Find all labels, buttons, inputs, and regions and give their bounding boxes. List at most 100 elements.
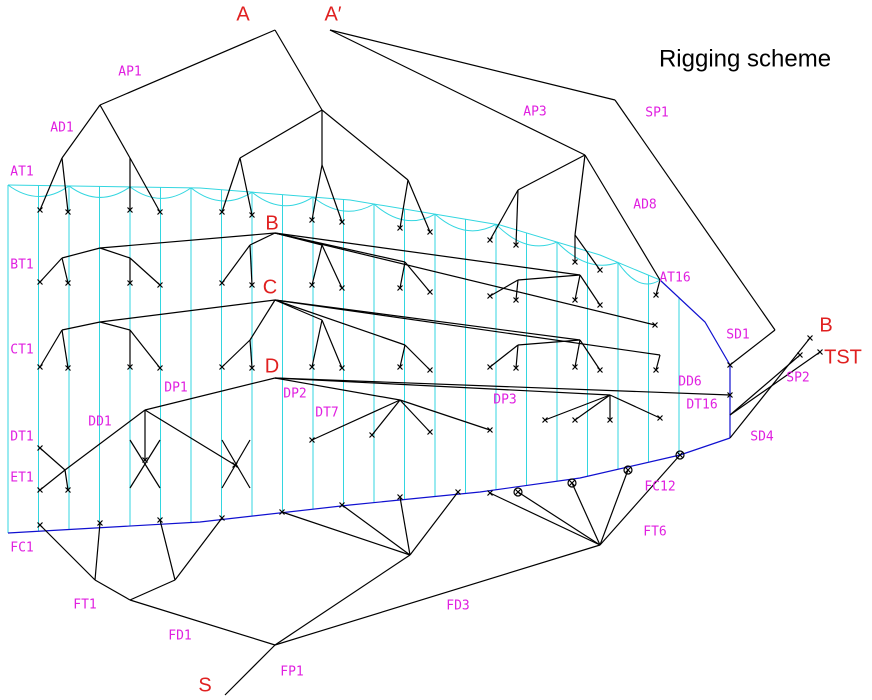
cross xyxy=(219,515,225,521)
member xyxy=(544,394,611,421)
cross xyxy=(727,362,733,368)
member xyxy=(321,319,343,369)
member xyxy=(729,329,776,366)
member xyxy=(655,354,661,371)
member xyxy=(515,189,519,246)
member xyxy=(99,321,131,331)
cross xyxy=(37,364,43,370)
point-label: C xyxy=(263,276,277,298)
point-label: TST xyxy=(824,346,862,368)
cross xyxy=(569,480,575,486)
member xyxy=(584,154,661,281)
member xyxy=(249,232,276,246)
member-label: AP3 xyxy=(523,105,546,120)
member xyxy=(274,299,406,346)
member-label: FP1 xyxy=(280,665,303,680)
member xyxy=(129,599,276,646)
cross xyxy=(653,367,659,373)
member xyxy=(61,321,101,331)
cross xyxy=(37,207,43,213)
cross xyxy=(309,364,315,370)
member-label: DD6 xyxy=(678,375,701,390)
point-label: A xyxy=(236,3,250,25)
cross xyxy=(369,432,375,438)
member xyxy=(729,337,811,439)
point-label: A′ xyxy=(324,3,341,25)
member-label: FC1 xyxy=(10,541,33,556)
member-label: DT7 xyxy=(315,406,338,421)
cross xyxy=(97,520,103,526)
member xyxy=(274,377,611,396)
cross xyxy=(652,322,658,328)
cross xyxy=(339,285,345,291)
cross xyxy=(397,364,403,370)
member-label: SD1 xyxy=(726,328,749,343)
cross xyxy=(513,297,519,303)
member xyxy=(579,339,601,371)
member xyxy=(159,519,176,581)
member-label: DT16 xyxy=(686,398,717,413)
title: Rigging scheme xyxy=(659,45,831,72)
member xyxy=(39,157,63,211)
member xyxy=(274,544,601,646)
member xyxy=(515,344,519,369)
member xyxy=(94,522,101,581)
cross xyxy=(572,259,578,265)
member xyxy=(174,517,223,581)
member xyxy=(94,579,131,601)
cross xyxy=(677,452,683,458)
member xyxy=(729,354,801,416)
member xyxy=(64,469,69,491)
cross xyxy=(455,489,461,495)
cross xyxy=(487,490,493,496)
member xyxy=(399,261,406,289)
member xyxy=(224,644,276,696)
cross xyxy=(487,427,493,433)
member xyxy=(249,244,253,286)
member xyxy=(61,104,101,159)
cross xyxy=(157,365,163,371)
cross xyxy=(427,367,433,373)
cross xyxy=(127,207,133,213)
cross xyxy=(515,489,521,495)
cross xyxy=(657,415,663,421)
member xyxy=(399,344,406,368)
cross xyxy=(219,280,225,286)
cross xyxy=(597,302,603,308)
member xyxy=(99,29,276,106)
member xyxy=(517,339,581,346)
point-label: B xyxy=(819,314,832,336)
member xyxy=(39,524,96,581)
member xyxy=(321,164,343,223)
member xyxy=(599,469,629,546)
member xyxy=(399,399,491,431)
member-label: DP1 xyxy=(164,381,187,396)
member xyxy=(399,179,409,229)
cross xyxy=(797,352,803,358)
member xyxy=(311,319,323,368)
member xyxy=(399,399,431,433)
cross xyxy=(339,365,345,371)
member xyxy=(274,232,581,276)
cross xyxy=(249,212,255,218)
member xyxy=(614,99,776,331)
member xyxy=(517,491,601,546)
member xyxy=(489,344,519,368)
member xyxy=(371,399,401,436)
cross xyxy=(597,367,603,373)
cross xyxy=(157,282,163,288)
member-label: AD1 xyxy=(50,121,73,136)
cross xyxy=(37,487,43,493)
point-label: B xyxy=(265,212,278,234)
member xyxy=(239,109,323,159)
cross xyxy=(572,364,578,370)
cross xyxy=(607,417,613,423)
member-label: SP2 xyxy=(786,371,809,386)
cross xyxy=(309,217,315,223)
member-label: SP1 xyxy=(645,106,668,121)
cross xyxy=(37,522,43,528)
member xyxy=(144,377,276,411)
cross xyxy=(427,429,433,435)
member xyxy=(99,247,131,259)
top-cable xyxy=(7,184,661,281)
